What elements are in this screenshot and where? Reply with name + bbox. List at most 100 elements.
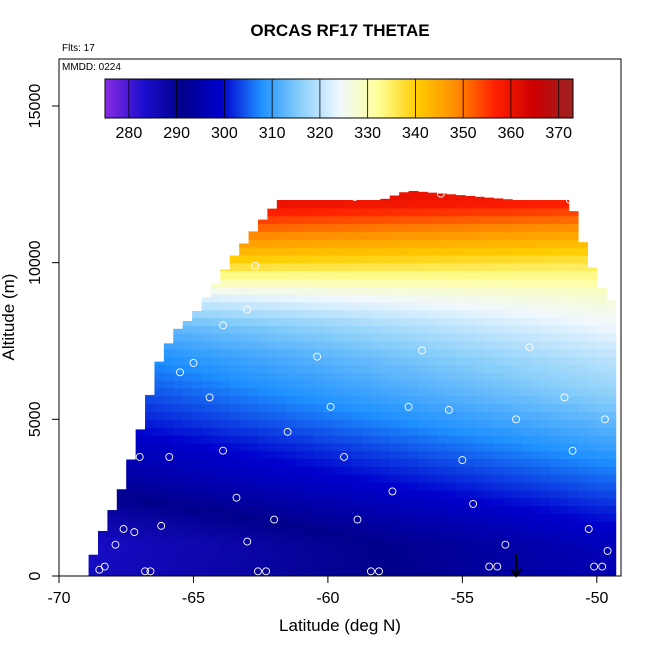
heatmap-cell <box>342 247 353 256</box>
heatmap-cell <box>220 341 231 350</box>
heatmap-cell <box>596 435 607 444</box>
heatmap-cell <box>361 388 372 397</box>
heatmap-cell <box>417 380 428 389</box>
heatmap-cell <box>521 348 532 358</box>
heatmap-cell <box>163 411 174 420</box>
heatmap-cell <box>286 536 297 546</box>
heatmap-cell <box>540 466 551 475</box>
heatmap-cell <box>587 474 598 483</box>
heatmap-cell <box>512 207 523 217</box>
heatmap-cell <box>201 497 212 507</box>
heatmap-cell <box>493 333 504 342</box>
heatmap-cell <box>540 458 551 467</box>
heatmap-cell <box>380 309 391 319</box>
heatmap-cell <box>493 372 504 381</box>
heatmap-cell <box>342 458 353 467</box>
heatmap-cell <box>305 497 316 507</box>
heatmap-cell <box>192 356 203 366</box>
heatmap-cell <box>493 198 504 201</box>
heatmap-cell <box>540 505 551 514</box>
heatmap-cell <box>596 427 607 436</box>
heatmap-cell <box>267 489 278 499</box>
heatmap-cell <box>173 560 184 569</box>
heatmap-cell <box>333 419 344 428</box>
heatmap-cell <box>549 309 560 319</box>
heatmap-cell <box>474 333 485 342</box>
heatmap-cell <box>286 364 297 373</box>
heatmap-cell <box>352 309 363 319</box>
heatmap-cell <box>465 231 476 240</box>
heatmap-cell <box>370 231 381 240</box>
heatmap-cell <box>540 223 551 232</box>
heatmap-cell <box>116 521 127 530</box>
heatmap-cell <box>436 341 447 350</box>
heatmap-cell <box>116 529 127 538</box>
heatmap-cell <box>192 489 203 499</box>
heatmap-cell <box>239 380 250 389</box>
heatmap-cell <box>606 300 617 303</box>
heatmap-cell <box>352 466 363 475</box>
heatmap-cell <box>333 301 344 311</box>
sample-point <box>418 346 426 355</box>
heatmap-cell <box>173 505 184 514</box>
y-axis-label: Altitude (m) <box>0 274 18 361</box>
heatmap-cell <box>145 536 156 546</box>
heatmap-cell <box>342 497 353 507</box>
heatmap-cell <box>540 348 551 358</box>
heatmap-cell <box>267 309 278 319</box>
heatmap-cell <box>257 552 268 561</box>
heatmap-cell <box>295 505 306 514</box>
heatmap-cell <box>229 333 240 342</box>
heatmap-cell <box>361 489 372 499</box>
heatmap-cell <box>446 497 457 507</box>
heatmap-cell <box>502 521 513 530</box>
heatmap-cell <box>521 247 532 256</box>
heatmap-cell <box>389 458 400 467</box>
heatmap-cell <box>427 552 438 561</box>
heatmap-cell <box>267 341 278 350</box>
heatmap-cell <box>399 380 410 389</box>
heatmap-cell <box>502 239 513 248</box>
heatmap-cell <box>559 341 570 350</box>
heatmap-cell <box>389 529 400 538</box>
heatmap-cell <box>530 372 541 381</box>
heatmap-cell <box>163 343 174 350</box>
heatmap-cell <box>229 521 240 530</box>
heatmap-cell <box>502 450 513 460</box>
heatmap-cell <box>493 356 504 366</box>
heatmap-cell <box>559 333 570 342</box>
heatmap-cell <box>408 200 419 209</box>
heatmap-cell <box>257 254 268 264</box>
heatmap-cell <box>201 309 212 319</box>
heatmap-cell <box>436 309 447 319</box>
heatmap-cell <box>408 372 419 381</box>
heatmap-cell <box>596 411 607 420</box>
heatmap-cell <box>549 403 560 413</box>
heatmap-cell <box>267 497 278 507</box>
heatmap-cell <box>97 568 108 576</box>
heatmap-cell <box>295 247 306 256</box>
heatmap-cell <box>314 372 325 381</box>
sample-point <box>157 521 166 530</box>
heatmap-cell <box>436 254 447 264</box>
heatmap-cell <box>436 544 447 554</box>
heatmap-cell <box>408 435 419 444</box>
heatmap-cell <box>370 411 381 420</box>
heatmap-cell <box>323 317 334 326</box>
heatmap-cell <box>201 372 212 381</box>
heatmap-cell <box>182 536 193 546</box>
heatmap-cell <box>493 286 504 295</box>
heatmap-cell <box>446 254 457 264</box>
heatmap-cell <box>417 247 428 256</box>
heatmap-cell <box>483 521 494 530</box>
heatmap-cell <box>596 513 607 522</box>
heatmap-cell <box>333 341 344 350</box>
heatmap-cell <box>577 372 588 381</box>
heatmap-cell <box>559 309 570 319</box>
heatmap-cell <box>248 513 259 522</box>
heatmap-cell <box>248 364 259 373</box>
heatmap-cell <box>417 505 428 514</box>
heatmap-cell <box>549 505 560 514</box>
heatmap-cell <box>210 529 221 538</box>
heatmap-cell <box>380 427 391 436</box>
